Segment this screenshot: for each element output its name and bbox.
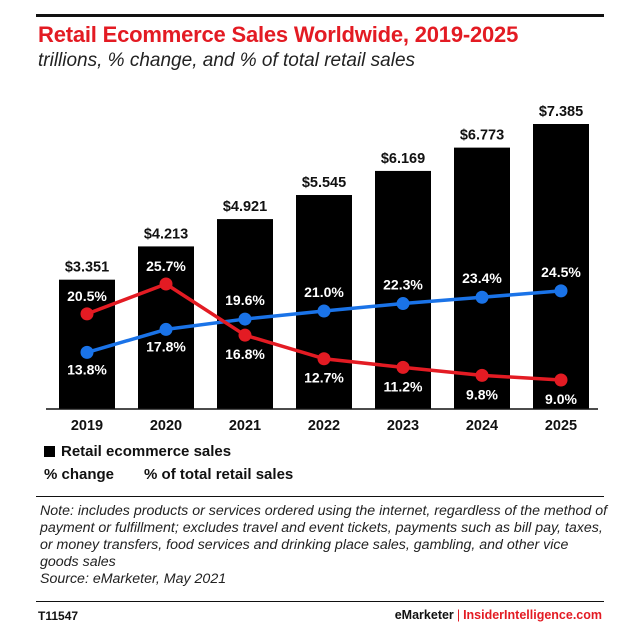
share-label-2022: 21.0% [304,284,344,300]
brand-emarketer: eMarketer [394,608,454,622]
change-label-2023: 11.2% [384,378,423,394]
share-point-2025 [554,284,568,298]
bar-2019 [59,279,115,409]
share-point-2021 [238,312,252,326]
bar-label-2023: $6.169 [381,151,425,167]
legend-red-item: % change [44,466,114,483]
x-tick-2022: 2022 [308,418,340,434]
brand: eMarketer | InsiderIntelligence.com [395,608,602,622]
change-point-2021 [238,328,252,342]
x-tick-2019: 2019 [71,418,103,434]
top-rule [36,14,604,17]
legend-red-label: % change [44,466,115,483]
chart-area: $3.351 $4.213 $4.921 $5.545 $6.169 $6.773 $7.3… [46,104,598,434]
change-point-2025 [554,373,568,387]
bar-label-2021: $4.921 [223,199,267,215]
bar-label-2019: $3.351 [65,260,109,276]
legend-bar-swatch [44,446,55,457]
change-label-2022: 12.7% [304,370,344,386]
share-label-2020: 17.8% [146,338,186,354]
chart-title: Retail Ecommerce Sales Worldwide, 2019-2… [38,22,519,47]
share-point-2024 [475,290,489,304]
share-point-2019 [80,345,94,359]
bar-label-2022: $5.545 [302,175,346,191]
share-point-2023 [396,297,410,311]
change-label-2025: 9.0% [545,391,577,407]
change-label-2024: 9.8% [466,386,498,402]
bar-label-2020: $4.213 [144,226,188,242]
change-point-2019 [80,307,94,321]
note-text: Note: includes products or services orde… [40,503,608,570]
change-point-2024 [475,368,489,382]
change-label-2020: 25.7% [146,258,186,274]
x-tick-2024: 2024 [466,418,498,434]
x-tick-2025: 2025 [545,418,577,434]
chart-subtitle: trillions, % change, and % of total reta… [38,50,416,71]
bar-2025 [533,124,589,409]
bar-label-2025: $7.385 [539,104,583,120]
change-label-2021: 16.8% [225,346,265,362]
legend-blue-label: % of total retail sales [144,466,294,483]
change-point-2023 [396,360,410,374]
change-label-2019: 20.5% [67,288,107,304]
x-tick-2023: 2023 [387,418,419,434]
legend-lines: % change % of total retail sales [44,466,323,483]
bar-2022 [296,195,352,409]
share-label-2021: 19.6% [225,292,265,308]
brand-insider: InsiderIntelligence.com [463,608,602,622]
divider [36,496,604,497]
legend-bar-label: Retail ecommerce sales [61,443,232,460]
bar-label-2024: $6.773 [460,128,504,144]
x-tick-2021: 2021 [229,418,261,434]
chart-code: T11547 [38,609,79,623]
share-label-2023: 22.3% [383,277,423,293]
bar-2024 [454,147,510,409]
source-text: Source: eMarketer, May 2021 [40,571,227,587]
share-point-2022 [317,304,331,318]
share-label-2019: 13.8% [67,361,107,377]
legend-bar-item: Retail ecommerce sales [44,443,231,460]
share-label-2025: 24.5% [541,264,581,280]
bottom-rule [36,601,604,602]
share-label-2024: 23.4% [462,270,502,286]
legend-blue-item: % of total retail sales [144,466,293,483]
footnote: Note: includes products or services orde… [40,503,610,588]
brand-separator: | [456,608,461,622]
change-point-2020 [159,277,173,291]
x-tick-2020: 2020 [150,418,182,434]
change-point-2022 [317,352,331,366]
share-point-2020 [159,322,173,336]
